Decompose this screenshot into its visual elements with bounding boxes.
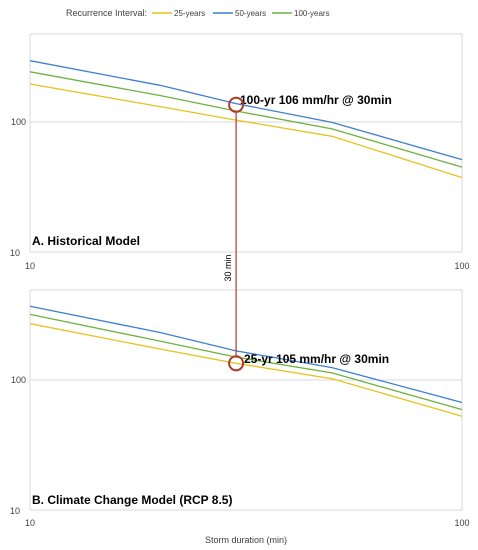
panel-b-xtick-100: 100 [454, 518, 469, 528]
panel-b-label: B. Climate Change Model (RCP 8.5) [32, 493, 232, 507]
panel-a-ytick-10: 10 [10, 248, 20, 258]
legend-label-25-years: 25-years [174, 9, 205, 18]
panel-b-ytick-10: 10 [10, 506, 20, 516]
panel-a-highlight-circle [228, 96, 245, 113]
panel-b-highlight-circle [228, 355, 245, 372]
legend-label-50-years: 50-years [235, 9, 266, 18]
panel-a-xtick-10: 10 [25, 261, 35, 271]
panel-a-series-50-years [29, 60, 463, 161]
duration-marker-label: 30 min [223, 254, 233, 281]
panel-b-grid [29, 289, 463, 511]
legend-title: Recurrence Interval: [66, 8, 147, 18]
panel-historical: 100 10 10 100 A. Historical Model 100-yr… [10, 33, 470, 271]
panel-a-grid [29, 33, 463, 253]
panel-b-xtick-10: 10 [25, 518, 35, 528]
panel-a-label: A. Historical Model [32, 234, 140, 248]
panel-a-ytick-100: 100 [11, 117, 26, 127]
panel-b-annotation: 25-yr 105 mm/hr @ 30min [244, 352, 389, 366]
panel-climate-change: 100 10 10 100 B. Climate Change Model (R… [10, 289, 470, 528]
panel-a-xtick-100: 100 [454, 261, 469, 271]
panel-b-ytick-100: 100 [11, 375, 26, 385]
x-axis-title: Storm duration (min) [205, 535, 287, 545]
legend: Recurrence Interval: 25-years 50-years 1… [66, 8, 330, 18]
legend-label-100-years: 100-years [294, 9, 330, 18]
panel-a-annotation: 100-yr 106 mm/hr @ 30min [240, 93, 392, 107]
panel-b-series-25-years [29, 323, 463, 417]
panel-a-series-100-years [29, 71, 463, 168]
